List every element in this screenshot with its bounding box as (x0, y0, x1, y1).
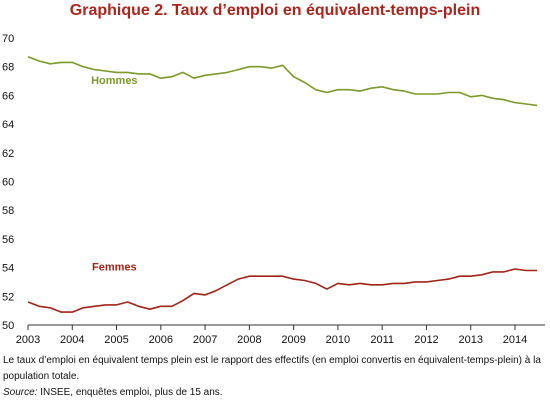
chart-note: Le taux d’emploi en équivalent temps ple… (3, 355, 541, 382)
y-tick-label: 68 (2, 62, 14, 74)
series-label-femmes: Femmes (92, 261, 137, 273)
series-label-hommes: Hommes (91, 75, 137, 87)
series-line-femmes (27, 268, 538, 313)
x-axis-ticks: 2003 2004 2005 2006 2007 2008 2009 2010 2011 2012… (16, 325, 527, 346)
y-tick-label: 62 (2, 148, 14, 160)
x-tick-label: 2010 (326, 334, 350, 346)
x-tick-label: 2005 (104, 334, 128, 346)
y-tick-label: 52 (2, 291, 14, 303)
source-text: INSEE, enquêtes emploi, plus de 15 ans. (37, 387, 223, 398)
x-tick-label: 2004 (60, 334, 84, 346)
y-tick-label: 54 (2, 263, 14, 275)
y-tick-label: 70 (2, 33, 14, 45)
series-line-hommes (27, 55, 538, 107)
x-tick-label: 2009 (281, 334, 305, 346)
source-label: Source: (3, 387, 38, 398)
y-tick-label: 58 (2, 205, 14, 217)
chart-source: Source: INSEE, enquêtes emploi, plus de … (3, 387, 223, 398)
x-tick-label: 2006 (149, 334, 173, 346)
y-tick-label: 64 (2, 119, 14, 131)
y-tick-label: 50 (2, 320, 14, 332)
x-tick-label: 2007 (193, 334, 217, 346)
x-tick-label: 2003 (16, 334, 40, 346)
y-axis-ticks: 50 52 54 56 58 60 62 64 66 68 70 (2, 33, 14, 332)
series-group (27, 55, 538, 313)
x-tick-label: 2012 (414, 334, 438, 346)
x-tick-label: 2011 (370, 334, 394, 346)
y-tick-label: 60 (2, 177, 14, 189)
chart-title: Graphique 2. Taux d’emploi en équivalent… (69, 2, 481, 19)
x-tick-label: 2014 (503, 334, 527, 346)
x-tick-label: 2008 (237, 334, 261, 346)
x-tick-label: 2013 (458, 334, 482, 346)
y-tick-label: 56 (2, 234, 14, 246)
y-tick-label: 66 (2, 90, 14, 102)
